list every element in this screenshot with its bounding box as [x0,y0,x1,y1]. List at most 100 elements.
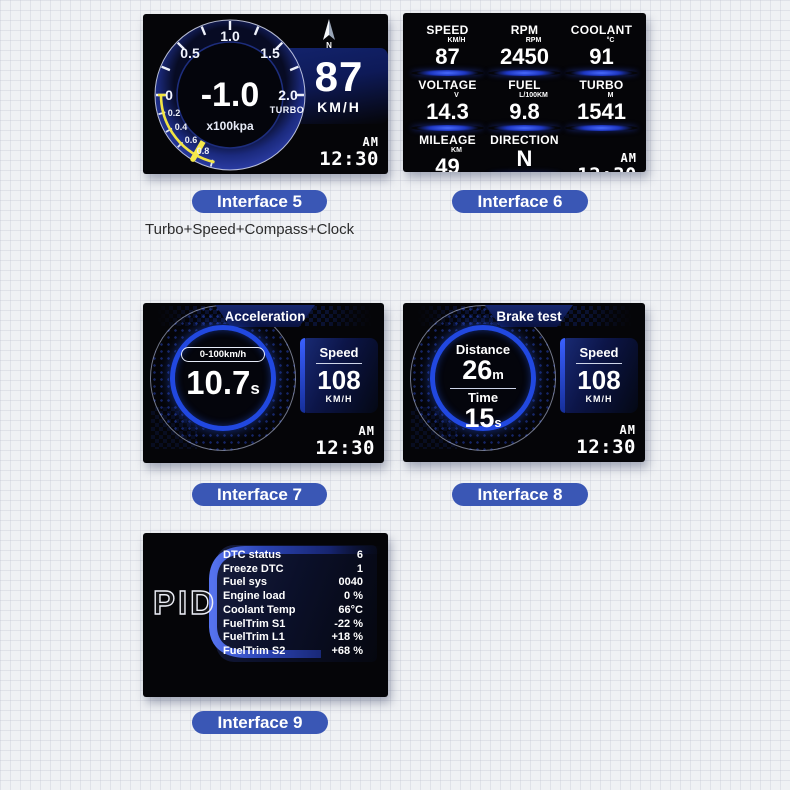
gauge-sub-label-04: 0.4 [175,122,188,132]
grid-cell-turbo: TURBO M 1541 [563,76,640,131]
interface-8-label-pill: Interface 8 [452,483,588,506]
cell-label: VOLTAGE [418,78,477,92]
pid-row-label: DTC status [223,549,282,561]
gauge-yellow-arc [159,94,215,164]
acceleration-value: 10.7 [186,364,251,401]
pid-row-label: FuelTrim S2 [223,644,286,657]
gauge-value: -1.0 [201,76,260,114]
clock-time: 12:30 [319,148,379,170]
time-value: 15 [464,403,495,433]
cell-unit: L/100KM [519,92,548,99]
side-unit: KM/H [325,394,353,404]
pid-row-value: -22 % [334,617,363,630]
distance-unit: m [492,367,504,382]
gauge-tick-label-05: 0.5 [180,45,200,61]
gauge-scale-name: TURBO [270,105,305,115]
side-unit: KM/H [585,394,613,404]
gauge-tick-label-10: 1.0 [220,28,240,44]
interface-5-label-pill: Interface 5 [192,190,327,213]
clock-time: 12:30 [577,166,637,173]
interface-7-screen: Acceleration 0-100km/h 10.7s Speed 108 K… [143,303,384,463]
interface-9-label-pill: Interface 9 [192,711,328,734]
pid-row: Fuel sys 0040 [223,576,371,588]
grid-cell-mileage: MILEAGE KM 49 [409,131,486,173]
pid-row-label: FuelTrim S1 [223,617,286,630]
value-underline-glow [565,70,638,76]
grid-cell-direction: DIRECTION N [486,131,563,172]
gauge-major-ticks [156,21,304,97]
grid-cell-voltage: VOLTAGE V 14.3 [409,76,486,131]
interface-5-caption: Turbo+Speed+Compass+Clock [145,221,355,238]
speed-readout: 87 KM/H [291,53,387,116]
grid-cell-fuel: FUEL L/100KM 9.8 [486,76,563,131]
screen-title: Acceleration [224,308,306,324]
pid-row: Freeze DTC 1 [223,563,371,575]
distance-value: 26 [462,355,493,385]
side-speed-panel: Speed 108 KM/H [560,338,638,413]
pid-bracket-ribbon [209,546,381,658]
distance-label: Distance [455,342,511,357]
interface-8-screen: Brake test Distance 26m Time 15s Speed 1… [403,303,645,462]
pid-row-label: Coolant Temp [223,603,296,616]
value-underline-glow [565,125,638,131]
acceleration-readout: 10.7s [153,364,293,402]
side-underline [576,363,622,364]
grid-cell-clock: AM 12:30 [563,131,640,172]
side-value: 108 [317,365,361,395]
speed-unit: KM/H [317,99,361,115]
cell-label: DIRECTION [490,133,559,147]
cell-value: 14.3 [426,99,469,124]
cell-value: N [516,146,533,171]
value-underline-glow [411,70,484,76]
speed-value: 87 [314,53,364,100]
cell-label: TURBO [579,78,624,92]
pid-row-value: +18 % [331,631,364,644]
cell-unit: RPM [525,37,542,44]
pid-row-label: Engine load [223,590,286,603]
side-label: Speed [319,345,359,360]
pid-row-label: Fuel sys [223,576,268,589]
interface-5-screen: 0 0.5 1.0 1.5 2.0 TURBO 0.2 0.4 0.6 0.8 … [143,14,388,174]
pid-row-value: 0040 [338,576,363,589]
gauge-tick-label-20: 2.0 [278,87,298,103]
clock-meridiem: AM [619,423,636,437]
pid-row-value: 1 [356,562,363,575]
grid-cell-coolant: COOLANT °C 91 [563,21,640,76]
gauge-sub-label-06: 0.6 [185,135,198,145]
pid-row-value: +68 % [331,644,364,657]
acceleration-unit: s [250,379,260,398]
cell-unit: M [607,92,614,99]
compass-arrow-icon: N [323,19,335,50]
pid-rows: DTC status 6 Freeze DTC 1 Fuel sys 0040 … [223,549,371,657]
turbo-gauge: 0 0.5 1.0 1.5 2.0 TURBO 0.2 0.4 0.6 0.8 … [154,19,306,171]
cell-value: 49 [435,154,460,173]
cell-unit: KM [451,147,462,154]
cell-value: 9.8 [509,99,540,124]
value-underline-glow [488,70,561,76]
pid-row: DTC status 6 [223,549,371,561]
cell-value: 87 [435,44,460,69]
compass-heading: N [326,41,332,50]
pid-row-label: Freeze DTC [223,562,284,575]
brake-readout: Distance 26m Time 15s [421,343,545,432]
clock-time: 12:30 [315,437,375,459]
grid-cell-speed: SPEED KM/H 87 [409,21,486,76]
pid-row: FuelTrim L1 +18 % [223,631,371,643]
gauge-center-disc [176,41,284,149]
divider-line [450,388,516,389]
cell-label: MILEAGE [419,133,476,147]
cell-label: RPM [510,23,539,37]
screen-title: Brake test [496,308,562,324]
time-label: Time [467,390,499,405]
interface-6-screen: SPEED KM/H 87 RPM RPM 2450 COOLANT °C 91… [403,13,646,172]
gauge-unit: x100kpa [206,119,254,133]
pid-row: FuelTrim S1 -22 % [223,618,371,630]
time-unit: s [494,415,502,430]
cell-unit: KM/H [447,37,466,44]
pid-row: Coolant Temp 66°C [223,604,371,616]
pid-row-value: 0 % [344,590,363,603]
gauge-tick-label-15: 1.5 [260,45,280,61]
pid-row: FuelTrim S2 +68 % [223,645,371,657]
cell-label: FUEL [508,78,541,92]
